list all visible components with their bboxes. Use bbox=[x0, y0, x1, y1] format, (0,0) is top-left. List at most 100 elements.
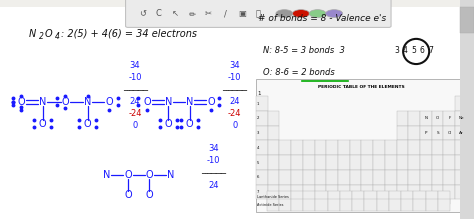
Text: O: O bbox=[39, 119, 46, 129]
Bar bbox=[373, 170, 385, 185]
Bar bbox=[432, 185, 444, 199]
Text: 1: 1 bbox=[257, 91, 261, 95]
Bar bbox=[377, 191, 389, 204]
Text: ─────: ───── bbox=[222, 85, 247, 94]
Bar bbox=[385, 155, 397, 170]
Bar bbox=[256, 79, 467, 212]
Text: O: O bbox=[124, 170, 132, 180]
Text: 34: 34 bbox=[130, 61, 140, 70]
Text: O: O bbox=[18, 97, 25, 107]
Text: -24: -24 bbox=[228, 109, 241, 118]
Text: -10: -10 bbox=[207, 156, 220, 166]
Bar bbox=[455, 111, 467, 126]
Bar bbox=[420, 170, 432, 185]
Text: N: N bbox=[28, 29, 36, 39]
Bar bbox=[408, 126, 420, 140]
Bar bbox=[328, 191, 340, 204]
Text: 6: 6 bbox=[420, 46, 425, 55]
Text: 3: 3 bbox=[256, 131, 259, 135]
Text: ✏: ✏ bbox=[189, 9, 195, 18]
Bar bbox=[350, 140, 361, 155]
Bar bbox=[268, 126, 279, 140]
Bar bbox=[420, 155, 432, 170]
Text: 7: 7 bbox=[428, 46, 433, 55]
Bar bbox=[291, 170, 303, 185]
Text: 34: 34 bbox=[229, 61, 240, 70]
Bar bbox=[397, 155, 408, 170]
Bar bbox=[361, 170, 373, 185]
Bar bbox=[401, 191, 413, 204]
Text: 5: 5 bbox=[411, 46, 416, 55]
Bar bbox=[315, 140, 326, 155]
Bar bbox=[373, 140, 385, 155]
Bar bbox=[420, 111, 432, 126]
Bar bbox=[420, 185, 432, 199]
Text: 1: 1 bbox=[256, 102, 259, 106]
Bar bbox=[455, 185, 467, 199]
Bar bbox=[268, 111, 279, 126]
Bar bbox=[291, 185, 303, 199]
Bar bbox=[352, 191, 365, 204]
Text: 7: 7 bbox=[256, 190, 259, 194]
Bar bbox=[326, 185, 338, 199]
Bar bbox=[268, 140, 279, 155]
Bar bbox=[315, 170, 326, 185]
Bar bbox=[455, 140, 467, 155]
Bar bbox=[340, 199, 352, 211]
Circle shape bbox=[309, 10, 326, 18]
Text: N: N bbox=[167, 170, 174, 180]
Bar bbox=[256, 170, 268, 185]
Bar bbox=[291, 191, 303, 204]
Text: 4: 4 bbox=[55, 32, 59, 41]
Text: 2: 2 bbox=[39, 32, 44, 41]
Bar bbox=[338, 170, 350, 185]
Text: 🖼: 🖼 bbox=[256, 9, 261, 18]
Text: O: O bbox=[207, 97, 215, 107]
Circle shape bbox=[276, 10, 293, 18]
Text: N: N bbox=[164, 97, 172, 107]
Text: Ar: Ar bbox=[459, 131, 464, 135]
Text: ✂: ✂ bbox=[205, 9, 212, 18]
Bar bbox=[291, 155, 303, 170]
Bar bbox=[385, 185, 397, 199]
Text: /: / bbox=[224, 9, 227, 18]
Bar bbox=[315, 191, 328, 204]
Text: 2: 2 bbox=[256, 117, 259, 120]
Text: 24: 24 bbox=[229, 97, 240, 106]
Bar bbox=[268, 185, 279, 199]
Bar bbox=[352, 199, 365, 211]
Bar bbox=[420, 140, 432, 155]
Text: 34: 34 bbox=[208, 144, 219, 154]
Bar bbox=[397, 111, 408, 126]
Bar bbox=[279, 199, 291, 211]
Text: O: O bbox=[124, 190, 132, 200]
Bar bbox=[420, 126, 432, 140]
Text: O: O bbox=[146, 170, 153, 180]
Bar bbox=[338, 155, 350, 170]
Text: # of bonds = 8 - Valence e's: # of bonds = 8 - Valence e's bbox=[258, 14, 387, 23]
Bar bbox=[413, 199, 426, 211]
Bar bbox=[315, 185, 326, 199]
Text: Actinide Series: Actinide Series bbox=[257, 203, 284, 207]
Text: ─────: ───── bbox=[123, 85, 147, 94]
Text: ↖: ↖ bbox=[172, 9, 179, 18]
Text: C: C bbox=[156, 9, 162, 18]
Text: S: S bbox=[436, 131, 439, 135]
Text: 6: 6 bbox=[256, 175, 259, 179]
Text: -24: -24 bbox=[128, 109, 142, 118]
Text: O: O bbox=[186, 119, 193, 129]
Bar bbox=[432, 126, 444, 140]
Text: : 2(5) + 4(6) = 34 electrons: : 2(5) + 4(6) = 34 electrons bbox=[61, 29, 197, 39]
Bar bbox=[279, 140, 291, 155]
Text: F: F bbox=[448, 117, 450, 120]
Text: N: N bbox=[103, 170, 110, 180]
Bar bbox=[397, 185, 408, 199]
Bar bbox=[350, 170, 361, 185]
Bar bbox=[279, 155, 291, 170]
Bar bbox=[326, 140, 338, 155]
Bar bbox=[377, 199, 389, 211]
Text: O: O bbox=[146, 190, 153, 200]
Bar bbox=[438, 191, 450, 204]
Bar bbox=[365, 191, 377, 204]
Bar bbox=[256, 140, 268, 155]
